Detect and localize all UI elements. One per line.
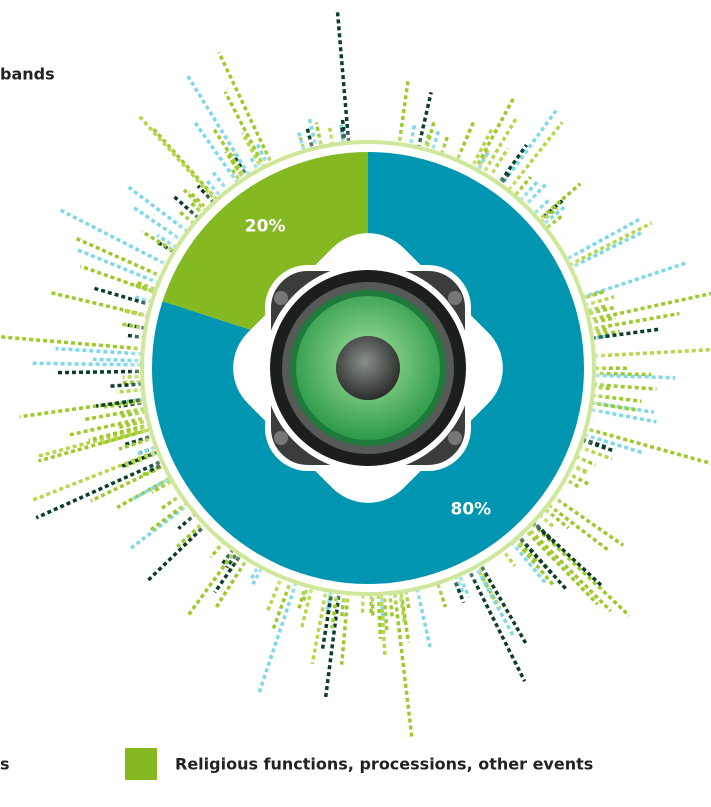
decor-ray	[124, 452, 156, 468]
value-label: 20%	[245, 216, 286, 236]
decor-ray	[547, 503, 611, 553]
decor-ray	[529, 529, 612, 613]
legend-swatch	[125, 748, 157, 780]
decor-ray	[90, 465, 163, 503]
decor-ray	[141, 230, 174, 252]
decor-ray	[35, 460, 161, 520]
decor-ray	[599, 371, 652, 377]
decor-ray	[150, 126, 219, 201]
decor-ray	[38, 428, 150, 463]
decor-ray	[1, 335, 138, 351]
decor-ray	[55, 346, 143, 356]
decor-ray	[591, 327, 661, 340]
decor-ray	[581, 437, 607, 449]
decor-ray	[30, 448, 162, 503]
decor-ray	[55, 369, 140, 375]
legend-label: Religious functions, processions, other …	[175, 755, 593, 774]
decor-ray	[172, 195, 200, 220]
decor-ray	[217, 51, 272, 162]
decor-ray	[583, 295, 615, 308]
decor-ray	[182, 188, 208, 214]
decor-ray	[382, 598, 389, 632]
decor-ray	[465, 566, 527, 682]
legend-label: s	[0, 755, 10, 774]
decor-ray	[502, 109, 558, 183]
decor-ray	[127, 506, 186, 552]
decor-ray	[265, 580, 282, 612]
decor-ray	[37, 426, 145, 459]
decor-ray	[146, 527, 203, 583]
decor-ray	[257, 581, 298, 694]
speaker-icon	[233, 233, 503, 503]
decor-ray	[490, 147, 510, 174]
decor-ray	[32, 361, 142, 367]
decor-ray	[335, 9, 351, 143]
decor-ray	[320, 596, 333, 650]
decor-ray	[185, 74, 251, 176]
decor-ray	[59, 208, 165, 265]
decor-ray	[93, 286, 146, 305]
decor-ray	[118, 437, 150, 451]
decor-ray	[593, 347, 711, 358]
value-label: 80%	[451, 500, 492, 520]
decor-ray	[588, 427, 711, 466]
decor-ray	[193, 121, 240, 185]
decor-ray	[544, 508, 570, 530]
decor-ray	[310, 586, 329, 665]
decor-ray	[116, 418, 151, 430]
decor-ray	[526, 181, 549, 204]
decor-ray	[79, 264, 155, 294]
decor-ray	[330, 597, 338, 629]
decor-ray	[307, 117, 317, 144]
decor-ray	[88, 424, 145, 442]
decor-ray	[476, 95, 517, 165]
decor-ray	[526, 531, 599, 606]
decor-ray	[592, 291, 711, 321]
decor-ray	[158, 492, 184, 512]
decor-ray	[475, 569, 516, 638]
decor-ray	[513, 535, 538, 563]
decor-ray	[399, 596, 407, 623]
decor-ray	[573, 231, 643, 268]
decor-ray	[393, 593, 414, 739]
decor-ray	[518, 179, 540, 202]
decor-ray	[108, 382, 143, 389]
decor-ray	[118, 409, 147, 419]
legend: s Religious functions, processions, other…	[0, 748, 593, 780]
chart-title: bands	[0, 65, 55, 84]
decor-ray	[387, 591, 395, 619]
decor-ray	[514, 532, 567, 590]
decor-ray	[187, 553, 234, 616]
decor-ray	[568, 221, 653, 267]
decor-ray	[595, 373, 676, 380]
decor-ray	[543, 205, 567, 225]
decor-ray	[137, 114, 220, 204]
decor-ray	[104, 399, 143, 409]
decor-ray	[176, 519, 207, 548]
decor-ray	[507, 121, 564, 191]
decor-ray	[224, 150, 248, 183]
decor-ray	[323, 595, 341, 698]
decor-ray	[531, 520, 556, 545]
decor-ray	[125, 184, 189, 234]
decor-ray	[581, 261, 687, 300]
decor-ray	[19, 398, 139, 419]
decor-ray	[577, 444, 613, 461]
decor-ray	[535, 523, 603, 587]
decor-ray	[567, 216, 643, 260]
decor-ray	[339, 591, 350, 665]
